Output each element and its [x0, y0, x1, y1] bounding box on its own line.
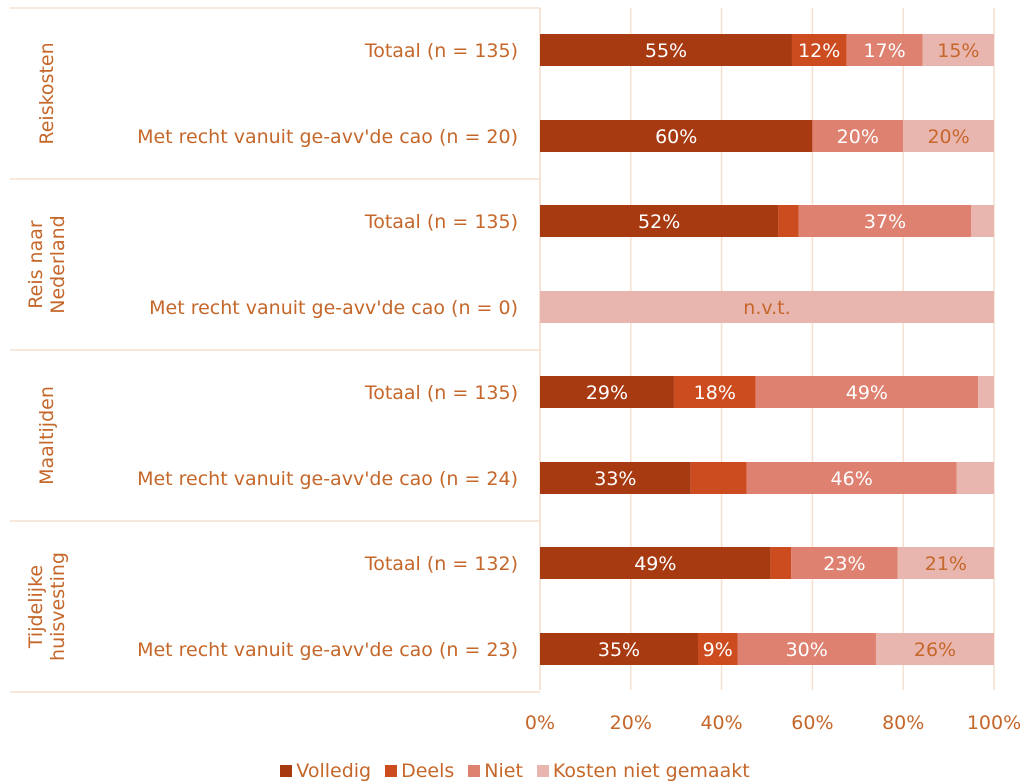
- legend-swatch: [536, 765, 549, 777]
- group-label: Tijdelijkehuisvesting: [25, 552, 69, 661]
- category-tick-label: Totaal (n = 135): [364, 211, 518, 233]
- category-tick-label: Met recht vanuit ge-avv'de cao (n = 20): [137, 126, 518, 148]
- bar-segment: [971, 205, 994, 237]
- category-tick-label: Met recht vanuit ge-avv'de cao (n = 23): [137, 639, 518, 661]
- bar-segment: [540, 34, 792, 66]
- data-label: 18%: [694, 382, 736, 404]
- x-tick-label: 60%: [791, 712, 833, 734]
- bar-segment: [540, 205, 779, 237]
- bar-segment: [922, 34, 994, 66]
- data-label: 17%: [863, 40, 905, 62]
- bar-segment: [846, 34, 923, 66]
- legend-item: Kosten niet gemaakt: [536, 760, 750, 782]
- legend-swatch: [280, 765, 293, 777]
- category-tick-label: Totaal (n = 135): [364, 382, 518, 404]
- group-label-line: huisvesting: [47, 552, 69, 661]
- x-tick-label: 0%: [525, 712, 555, 734]
- data-label: 37%: [864, 211, 906, 233]
- data-label: 49%: [846, 382, 888, 404]
- group-label-line: Nederland: [47, 215, 69, 314]
- bar-segment: [755, 376, 979, 408]
- legend-item: Deels: [385, 760, 454, 782]
- data-label: 35%: [598, 639, 640, 661]
- x-tick-label: 80%: [882, 712, 924, 734]
- data-label: 20%: [837, 126, 879, 148]
- group-label-line: Reis naar: [25, 220, 47, 309]
- group-label: Maaltijden: [36, 386, 58, 485]
- x-tick-label: 20%: [610, 712, 652, 734]
- bar-segment: [978, 376, 994, 408]
- bar-segment: [778, 205, 799, 237]
- bar-segment: [798, 205, 972, 237]
- bar-segment: [903, 120, 994, 152]
- legend-swatch: [385, 765, 398, 777]
- legend-item: Niet: [468, 760, 523, 782]
- group-label-line: Reiskosten: [36, 42, 58, 144]
- stacked-bar-chart: Reiskosten Totaal (n = 135) 55% 12% 17% 15% Me…: [10, 7, 1021, 734]
- bar-segment: [540, 547, 771, 579]
- data-label: 46%: [831, 468, 873, 490]
- data-label: 12%: [798, 40, 840, 62]
- bar-segment: [540, 120, 813, 152]
- bar-segment: [673, 376, 756, 408]
- legend-label: Volledig: [296, 760, 372, 782]
- data-label: n.v.t.: [743, 297, 790, 319]
- bar-segment: [812, 120, 904, 152]
- data-label: 20%: [927, 126, 969, 148]
- data-label: 26%: [914, 639, 956, 661]
- bar-segment: [746, 462, 957, 494]
- data-label: 49%: [634, 553, 676, 575]
- category-tick-label: Met recht vanuit ge-avv'de cao (n = 0): [149, 297, 518, 319]
- group-label: Reiskosten: [36, 42, 58, 144]
- bar-segment: [540, 633, 698, 665]
- bar-segment: [897, 547, 994, 579]
- data-label: 52%: [638, 211, 680, 233]
- category-tick-label: Totaal (n = 132): [364, 553, 518, 575]
- data-label: 29%: [586, 382, 628, 404]
- data-label: 55%: [645, 40, 687, 62]
- data-label: 33%: [594, 468, 636, 490]
- category-tick-label: Totaal (n = 135): [364, 40, 518, 62]
- bar-segment: [791, 547, 898, 579]
- bar-segment: [791, 34, 847, 66]
- group-label-line: Maaltijden: [36, 386, 58, 485]
- bar-segment: [690, 462, 747, 494]
- data-label: 60%: [655, 126, 697, 148]
- bar-segment: [737, 633, 876, 665]
- legend-label: Kosten niet gemaakt: [552, 760, 750, 782]
- bar-segment: [770, 547, 792, 579]
- group-label: Reis naarNederland: [25, 215, 69, 314]
- bar-segment: [540, 376, 674, 408]
- data-label: 15%: [937, 40, 979, 62]
- category-tick-label: Met recht vanuit ge-avv'de cao (n = 24): [137, 468, 518, 490]
- bar-segment: [540, 291, 994, 323]
- group-label-line: Tijdelijke: [25, 565, 47, 649]
- legend-swatch: [468, 765, 481, 777]
- x-tick-label: 40%: [700, 712, 742, 734]
- data-label: 9%: [703, 639, 733, 661]
- legend-item: Volledig: [280, 760, 371, 782]
- data-label: 21%: [925, 553, 967, 575]
- x-tick-label: 100%: [967, 712, 1021, 734]
- data-label: 23%: [823, 553, 865, 575]
- chart-legend: Volledig Deels Niet Kosten niet gemaakt: [0, 758, 1030, 784]
- legend-label: Niet: [484, 760, 523, 782]
- legend-label: Deels: [401, 760, 455, 782]
- bar-segment: [540, 462, 691, 494]
- bar-segment: [956, 462, 994, 494]
- bar-segment: [875, 633, 994, 665]
- data-label: 30%: [786, 639, 828, 661]
- bar-segment: [697, 633, 738, 665]
